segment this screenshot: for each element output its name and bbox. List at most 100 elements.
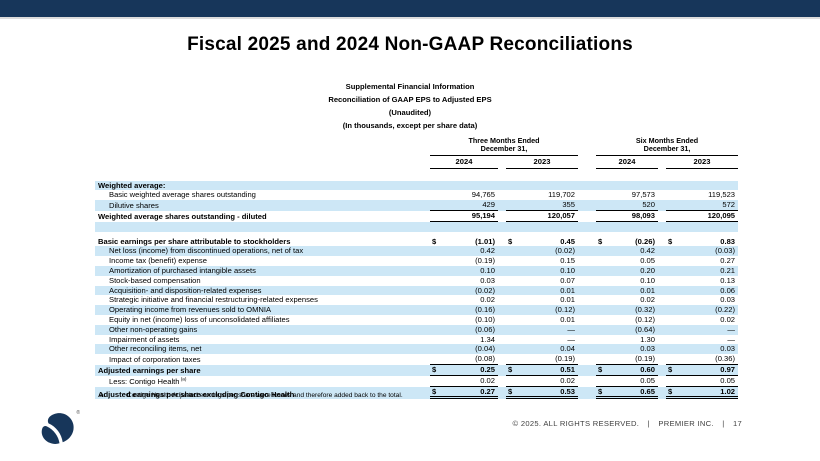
cell-value: 1.02 bbox=[720, 386, 736, 396]
row-label: Adjusted earnings per share bbox=[95, 364, 418, 376]
value-cell: (0.64) bbox=[578, 324, 658, 335]
row-label: Operating income from revenues sold to O… bbox=[95, 305, 418, 315]
caption-line: Reconciliation of GAAP EPS to Adjusted E… bbox=[328, 95, 492, 104]
value-cell: (0.22) bbox=[658, 305, 739, 315]
reconciliation-table-body: Weighted average: Basic weighted average … bbox=[95, 180, 739, 400]
cell-value: (0.06) bbox=[475, 324, 495, 334]
cell-value: 0.51 bbox=[560, 364, 575, 374]
footnote-text: Contigo Health Adjusted earnings per sha… bbox=[127, 392, 403, 399]
cell-value: (0.02) bbox=[475, 285, 495, 295]
value-cell: 0.01 bbox=[498, 295, 578, 305]
value-cell: 0.02 bbox=[418, 376, 498, 387]
value-cell: 0.27 bbox=[658, 256, 738, 266]
year-header: 2023 bbox=[498, 156, 578, 169]
cell-value: (0.26) bbox=[635, 236, 655, 246]
cell-value: (0.12) bbox=[635, 314, 655, 324]
table-row: Net loss (income) from discontinued oper… bbox=[95, 246, 739, 257]
row-label: Strategic initiative and financial restr… bbox=[109, 295, 318, 305]
value-cell: 0.10 bbox=[418, 265, 498, 276]
value-cell: 0.10 bbox=[498, 265, 578, 276]
value-cell: (0.10) bbox=[418, 315, 498, 325]
value-cell: $0.53 bbox=[498, 386, 578, 400]
row-label: Equity in net (income) loss of unconsoli… bbox=[109, 314, 290, 324]
year-header: 2024 bbox=[578, 156, 658, 169]
value-cell: $0.97 bbox=[658, 364, 739, 376]
cell-value: 0.83 bbox=[720, 236, 736, 246]
cell-value: (0.03) bbox=[715, 246, 736, 256]
table-row: Other non-operating gains (0.06) — (0.64) — bbox=[95, 324, 739, 335]
value-cell: 0.13 bbox=[658, 276, 738, 286]
cell-value: (0.16) bbox=[475, 305, 495, 315]
empty-header-cell bbox=[95, 137, 418, 156]
cell-value: 0.02 bbox=[640, 295, 655, 305]
group-label-line: Six Months Ended bbox=[635, 137, 699, 145]
value-cell: 0.01 bbox=[578, 285, 658, 296]
value-cell: 119,523 bbox=[658, 190, 738, 200]
page-title: Fiscal 2025 and 2024 Non-GAAP Reconcilia… bbox=[187, 34, 633, 55]
value-cell: 0.06 bbox=[658, 285, 739, 296]
value-cell: 95,194 bbox=[418, 211, 498, 222]
premier-logo: ® bbox=[38, 410, 80, 451]
slide-footer: © 2025. ALL RIGHTS RESERVED. | PREMIER I… bbox=[510, 419, 745, 428]
currency-symbol: $ bbox=[598, 386, 603, 396]
value-cell: $0.25 bbox=[418, 364, 498, 376]
cell-value: 0.27 bbox=[720, 256, 736, 266]
footer-separator: | bbox=[647, 419, 650, 428]
value-cell: 0.02 bbox=[498, 376, 578, 387]
value-cell: (0.12) bbox=[498, 305, 578, 315]
cell-value: 520 bbox=[642, 200, 655, 210]
value-cell: 1.30 bbox=[578, 335, 658, 345]
cell-value: — bbox=[727, 324, 736, 334]
footer-separator: | bbox=[722, 419, 725, 428]
value-cell: 520 bbox=[578, 200, 658, 211]
caption-line: (In thousands, except per share data) bbox=[342, 121, 478, 130]
cell-value: 0.01 bbox=[640, 285, 655, 295]
value-cell: (0.19) bbox=[498, 354, 578, 365]
value-cell: 0.21 bbox=[658, 265, 739, 276]
value-cell: $ (1.01) bbox=[418, 237, 498, 247]
cell-value: 119,523 bbox=[708, 190, 736, 200]
value-cell: $0.27 bbox=[418, 386, 498, 400]
value-cell: 0.05 bbox=[578, 376, 658, 387]
currency-symbol: $ bbox=[598, 364, 603, 374]
cell-value: 0.20 bbox=[640, 265, 655, 275]
value-cell: (0.16) bbox=[418, 305, 498, 315]
cell-value: 0.01 bbox=[560, 314, 575, 324]
table-row: Impairment of assets 1.34 — 1.30 — bbox=[95, 335, 738, 345]
cell-value: 0.21 bbox=[720, 265, 736, 275]
footnote: a. Contigo Health Adjusted earnings per … bbox=[100, 392, 403, 399]
cell-value: 0.01 bbox=[560, 295, 575, 305]
value-cell: 119,702 bbox=[498, 190, 578, 200]
value-cell: 0.05 bbox=[578, 256, 658, 266]
footnote-ref: (a) bbox=[179, 376, 187, 382]
table-row: Basic weighted average shares outstandin… bbox=[95, 190, 738, 200]
footer-copyright: © 2025. ALL RIGHTS RESERVED. bbox=[512, 419, 640, 428]
table-row: Less: Contigo Health (a) 0.02 0.02 0.05 0.05 bbox=[95, 376, 739, 387]
value-cell: 572 bbox=[658, 200, 739, 211]
column-group-header-row: Three Months Ended December 31, Six Mont… bbox=[95, 137, 739, 156]
cell-value: 0.27 bbox=[480, 386, 495, 396]
cell-value: 0.45 bbox=[560, 236, 575, 246]
row-label: Less: Contigo Health (a) bbox=[109, 376, 187, 386]
year-header: 2024 bbox=[418, 156, 498, 169]
cell-value: 0.02 bbox=[560, 375, 575, 385]
table-caption-block: Supplemental Financial Information Recon… bbox=[0, 80, 820, 132]
value-cell: 0.03 bbox=[578, 344, 658, 355]
table-row: Amortization of purchased intangible ass… bbox=[95, 265, 739, 276]
reconciliation-table: Three Months Ended December 31, Six Mont… bbox=[95, 137, 739, 400]
value-cell: 0.02 bbox=[658, 315, 738, 325]
value-cell: (0.32) bbox=[578, 305, 658, 315]
value-cell: (0.08) bbox=[418, 354, 498, 365]
value-cell: 429 bbox=[418, 200, 498, 211]
cell-value: 0.13 bbox=[720, 275, 736, 285]
cell-value: 0.05 bbox=[640, 256, 655, 266]
value-cell: 0.10 bbox=[578, 276, 658, 286]
value-cell: — bbox=[658, 335, 738, 345]
value-cell: (0.12) bbox=[578, 315, 658, 325]
cell-value: 0.25 bbox=[480, 364, 495, 374]
cell-value: 95,194 bbox=[471, 211, 495, 220]
value-cell: 0.04 bbox=[498, 344, 578, 355]
cell-value: 0.02 bbox=[480, 375, 495, 385]
table-row: Weighted average: bbox=[95, 180, 739, 191]
currency-symbol: $ bbox=[432, 364, 437, 374]
